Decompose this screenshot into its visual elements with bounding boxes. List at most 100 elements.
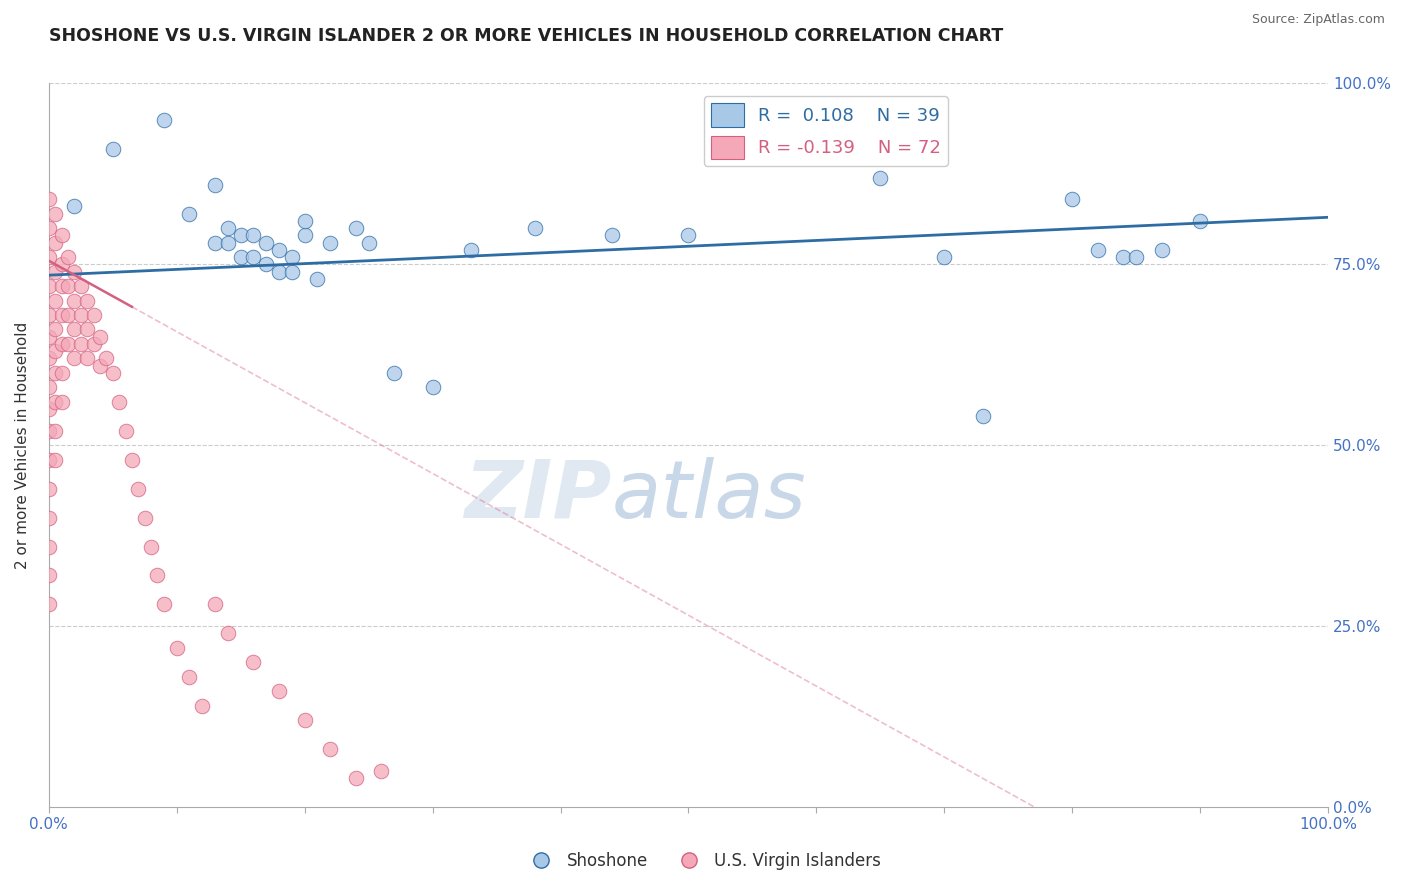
Point (242, 250, 264, 264)
Point (51, 394, 73, 409)
Point (344, 771, 367, 785)
Point (460, 243, 482, 257)
Point (307, 272, 329, 286)
Point (44, 322, 66, 336)
Point (51, 366, 73, 380)
Point (1112, 250, 1135, 264)
Point (63, 351, 86, 366)
Point (204, 598, 226, 612)
Legend: Shoshone, U.S. Virgin Islanders: Shoshone, U.S. Virgin Islanders (517, 846, 889, 877)
Point (44, 424, 66, 438)
Point (38, 482, 60, 496)
Point (89, 359, 111, 373)
Point (56, 337, 79, 351)
Point (63, 293, 86, 308)
Point (63, 264, 86, 278)
Point (38, 279, 60, 293)
Point (38, 402, 60, 417)
Point (382, 366, 405, 380)
Point (1062, 192, 1084, 206)
Point (242, 228, 264, 243)
Point (38, 380, 60, 394)
Text: Source: ZipAtlas.com: Source: ZipAtlas.com (1251, 13, 1385, 27)
Text: ZIP: ZIP (464, 457, 612, 535)
Point (38, 221, 60, 235)
Point (294, 713, 316, 727)
Point (38, 308, 60, 322)
Point (267, 243, 290, 257)
Point (191, 698, 214, 713)
Point (56, 279, 79, 293)
Point (217, 626, 239, 640)
Point (101, 366, 124, 380)
Point (38, 598, 60, 612)
Point (114, 424, 136, 438)
Point (51, 308, 73, 322)
Point (38, 329, 60, 343)
Point (344, 221, 367, 235)
Point (146, 568, 169, 582)
Point (56, 250, 79, 264)
Point (294, 214, 316, 228)
Point (69, 337, 91, 351)
Point (217, 235, 239, 250)
Point (51, 257, 73, 271)
Point (89, 329, 111, 343)
Point (38, 510, 60, 524)
Point (127, 482, 149, 496)
Point (44, 452, 66, 467)
Point (44, 394, 66, 409)
Point (38, 452, 60, 467)
Point (69, 308, 91, 322)
Point (267, 684, 290, 698)
Point (44, 366, 66, 380)
Point (319, 742, 342, 756)
Point (108, 394, 131, 409)
Point (76, 322, 98, 336)
Point (229, 250, 252, 264)
Text: SHOSHONE VS U.S. VIRGIN ISLANDER 2 OR MORE VEHICLES IN HOUSEHOLD CORRELATION CHA: SHOSHONE VS U.S. VIRGIN ISLANDER 2 OR MO… (49, 27, 1004, 45)
Point (69, 279, 91, 293)
Point (76, 351, 98, 366)
Point (319, 235, 342, 250)
Point (38, 250, 60, 264)
Point (51, 337, 73, 351)
Point (281, 250, 304, 264)
Point (294, 228, 316, 243)
Point (254, 257, 277, 271)
Point (38, 424, 60, 438)
Point (83, 337, 105, 351)
Y-axis label: 2 or more Vehicles in Household: 2 or more Vehicles in Household (15, 322, 30, 569)
Point (422, 380, 444, 394)
Point (600, 228, 623, 243)
Point (51, 279, 73, 293)
Point (153, 598, 176, 612)
Point (63, 322, 86, 336)
Point (1087, 243, 1109, 257)
Point (44, 235, 66, 250)
Point (869, 170, 891, 185)
Legend: R =  0.108    N = 39, R = -0.139    N = 72: R = 0.108 N = 39, R = -0.139 N = 72 (704, 96, 948, 166)
Point (83, 308, 105, 322)
Point (44, 293, 66, 308)
Point (179, 207, 201, 221)
Point (217, 221, 239, 235)
Point (934, 250, 956, 264)
Point (121, 452, 143, 467)
Point (267, 264, 290, 278)
Point (204, 178, 226, 192)
Point (139, 540, 162, 554)
Point (254, 235, 277, 250)
Point (153, 112, 176, 127)
Point (179, 670, 201, 684)
Point (56, 308, 79, 322)
Point (44, 207, 66, 221)
Point (1150, 243, 1173, 257)
Point (96, 351, 118, 366)
Point (38, 540, 60, 554)
Point (38, 568, 60, 582)
Point (166, 640, 188, 655)
Text: atlas: atlas (612, 457, 807, 535)
Point (204, 235, 226, 250)
Point (1189, 214, 1212, 228)
